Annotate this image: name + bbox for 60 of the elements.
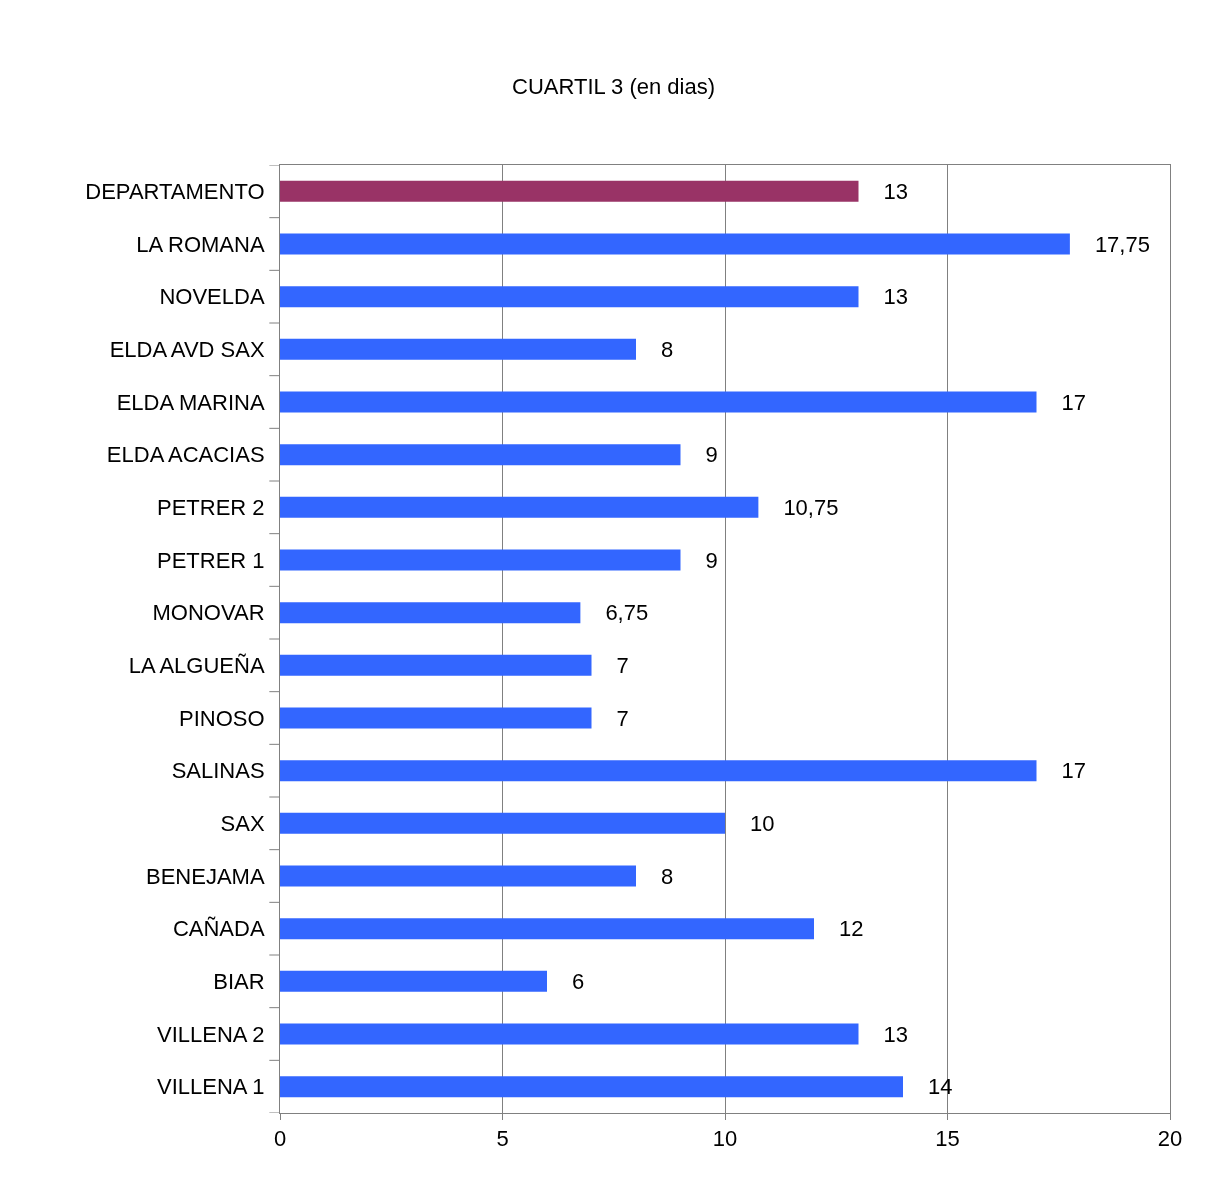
data-label: 14 xyxy=(906,1074,953,1100)
bar xyxy=(280,233,1070,255)
y-tick-label: ELDA ACACIAS xyxy=(106,442,265,468)
x-tick-label: 15 xyxy=(935,1126,960,1152)
bar xyxy=(280,1076,903,1098)
y-tick-label: PINOSO xyxy=(179,705,265,731)
y-tick-label: BENEJAMA xyxy=(146,863,265,889)
data-label: 17 xyxy=(1039,389,1086,415)
y-tick-label: MONOVAR xyxy=(152,600,265,626)
bar xyxy=(280,654,592,676)
y-tick-label: SALINAS xyxy=(171,758,265,784)
y-tick-label: LA ROMANA xyxy=(136,231,265,257)
data-label: 12 xyxy=(817,916,864,942)
data-label: 9 xyxy=(683,547,718,573)
data-label: 17 xyxy=(1039,758,1086,784)
data-label: 7 xyxy=(594,705,629,731)
y-tick-label: NOVELDA xyxy=(159,284,265,310)
x-tick-label: 0 xyxy=(273,1126,287,1152)
data-label: 13 xyxy=(861,284,908,310)
bar xyxy=(280,760,1037,782)
y-tick-label: BIAR xyxy=(213,969,265,995)
bar xyxy=(280,602,581,624)
y-tick-label: PETRER 1 xyxy=(157,547,265,573)
bar xyxy=(280,286,859,308)
bar xyxy=(280,812,725,834)
bar xyxy=(280,180,859,202)
bar xyxy=(280,444,681,466)
y-tick-label: PETRER 2 xyxy=(157,495,265,521)
bar xyxy=(280,865,636,887)
data-label: 10,75 xyxy=(761,494,839,520)
bar xyxy=(280,338,636,360)
bar xyxy=(280,707,592,729)
bar xyxy=(280,391,1037,413)
y-tick-label: DEPARTAMENTO xyxy=(85,179,265,205)
x-tick-label: 10 xyxy=(712,1126,738,1152)
data-label: 8 xyxy=(639,336,674,362)
bar xyxy=(280,918,814,940)
bar xyxy=(280,549,681,571)
x-tick-label: 5 xyxy=(496,1126,509,1152)
x-tick-label: 20 xyxy=(1157,1126,1183,1152)
chart-title: CUARTIL 3 (en dias) xyxy=(512,73,716,99)
data-label: 7 xyxy=(594,652,629,678)
y-tick-label: ELDA MARINA xyxy=(116,389,265,415)
data-label: 8 xyxy=(639,863,674,889)
data-label: 9 xyxy=(683,442,718,468)
y-tick-label: LA ALGUEÑA xyxy=(128,653,265,679)
y-tick-label: SAX xyxy=(220,811,265,837)
y-tick-label: ELDA AVD SAX xyxy=(109,337,265,363)
data-label: 6,75 xyxy=(583,600,649,626)
data-label: 13 xyxy=(861,1021,908,1047)
data-label: 10 xyxy=(728,810,775,836)
y-tick-label: VILLENA 2 xyxy=(156,1021,265,1047)
y-tick-label: CAÑADA xyxy=(172,916,265,942)
bar xyxy=(280,496,759,518)
data-label: 17,75 xyxy=(1072,231,1150,257)
data-label: 6 xyxy=(550,968,585,994)
bar xyxy=(280,970,547,992)
data-label: 13 xyxy=(861,178,908,204)
y-tick-label: VILLENA 1 xyxy=(156,1074,265,1100)
bar xyxy=(280,1023,859,1045)
